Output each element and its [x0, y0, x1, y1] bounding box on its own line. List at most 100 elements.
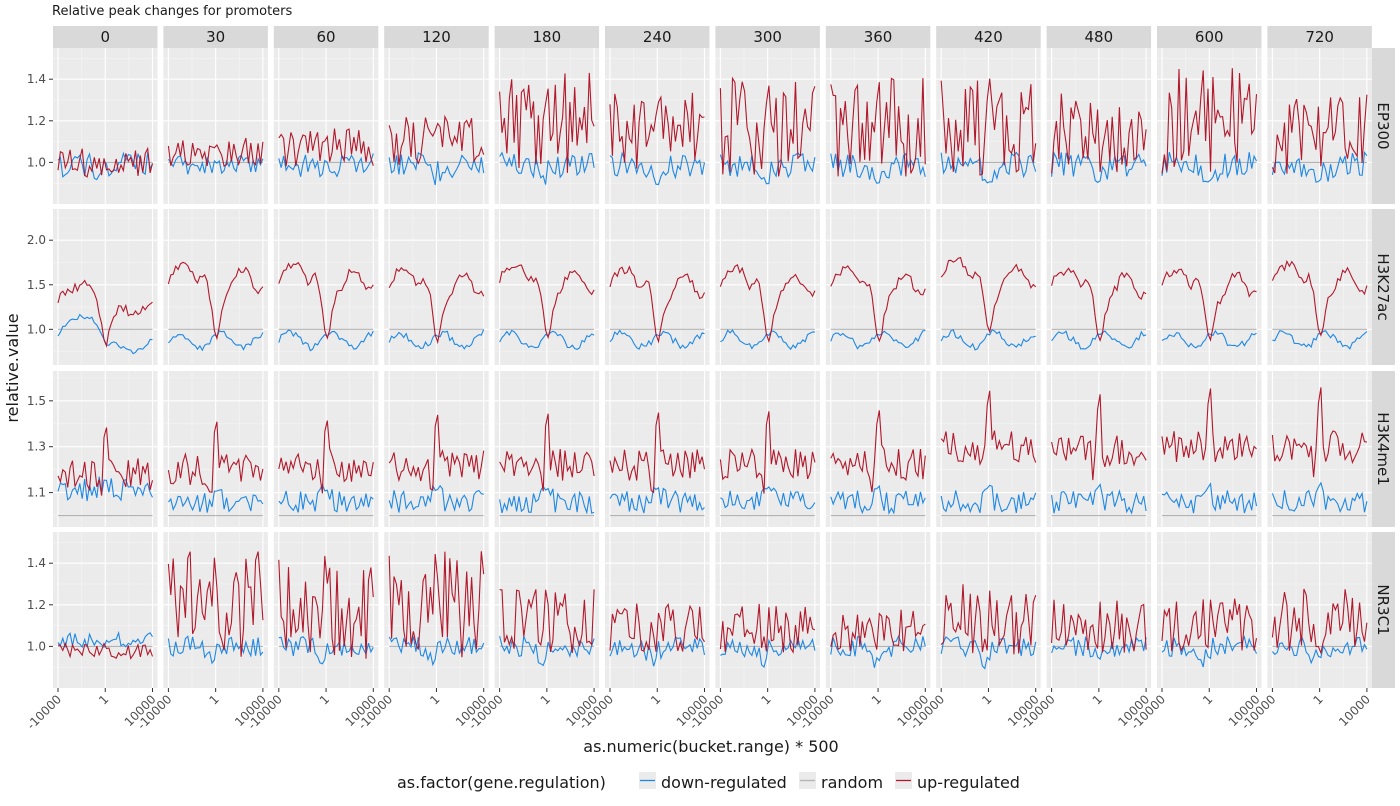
series-up-regulated [940, 584, 1037, 655]
series-down-regulated [609, 486, 705, 514]
facet-panel [273, 48, 379, 204]
facet-strip-col [1157, 26, 1262, 48]
series-up-regulated [719, 411, 816, 494]
facet-col-label: 240 [643, 28, 672, 46]
series-up-regulated [1051, 599, 1147, 653]
series-down-regulated [940, 484, 1037, 514]
series-up-regulated [1051, 267, 1147, 342]
facet-strip-col [1267, 26, 1372, 48]
facet-strip-row [1371, 532, 1395, 688]
facet-col-label: 300 [753, 28, 782, 46]
series-down-regulated [499, 151, 595, 185]
series-down-regulated [830, 152, 926, 184]
facet-panel [825, 48, 931, 204]
series-down-regulated [278, 483, 374, 513]
chart-title: Relative peak changes for promoters [52, 4, 293, 19]
facet-strip-col [53, 26, 158, 48]
facet-col-label: 60 [317, 28, 336, 46]
series-down-regulated [57, 630, 153, 649]
series-up-regulated [1051, 394, 1147, 481]
series-down-regulated [499, 635, 595, 667]
x-tick-label: 1 [538, 692, 553, 707]
series-up-regulated [1161, 68, 1258, 174]
facet-panel [1267, 532, 1372, 688]
facet-panel [1046, 532, 1152, 688]
legend-label: random [821, 773, 883, 792]
x-tick-label: 10000 [1336, 692, 1373, 729]
facet-panel [53, 371, 158, 527]
facet-panel [605, 532, 710, 688]
facet-panel [384, 532, 489, 688]
facet-panel [605, 209, 710, 365]
series-up-regulated [278, 420, 374, 494]
facet-panel [53, 532, 158, 688]
x-tick-label: 1 [869, 692, 884, 707]
series-up-regulated [167, 261, 264, 341]
facet-strip-row [1371, 48, 1395, 204]
facet-panel [1046, 371, 1152, 527]
series-up-regulated [499, 264, 595, 340]
series-up-regulated [1271, 94, 1368, 174]
series-down-regulated [1271, 151, 1368, 183]
facet-col-label: 360 [864, 28, 893, 46]
series-down-regulated [720, 637, 816, 668]
series-down-regulated [388, 329, 485, 350]
facet-strip-col [273, 26, 379, 48]
facet-panel [1267, 48, 1372, 204]
series-down-regulated [167, 154, 264, 175]
x-tick-label: 1 [1310, 692, 1325, 707]
facet-panel [936, 532, 1041, 688]
series-down-regulated [830, 484, 926, 515]
series-up-regulated [278, 128, 374, 167]
facet-col-label: 720 [1305, 28, 1334, 46]
x-tick-label: 1 [979, 692, 994, 707]
series-up-regulated [609, 92, 705, 169]
y-tick-label: 1.4 [27, 72, 46, 86]
facet-panel [715, 209, 820, 365]
series-up-regulated [940, 390, 1037, 467]
facet-panel [1157, 209, 1262, 365]
series-up-regulated [388, 414, 485, 491]
facet-panel [605, 48, 710, 204]
series-up-regulated [1161, 268, 1257, 342]
series-down-regulated [167, 488, 264, 513]
facet-col-label: 480 [1085, 28, 1114, 46]
facet-strip-col [715, 26, 820, 48]
series-down-regulated [57, 476, 153, 502]
series-up-regulated [719, 263, 816, 344]
series-up-regulated [719, 76, 816, 177]
facet-strip-col [936, 26, 1041, 48]
x-tick-label: 1 [648, 692, 663, 707]
series-up-regulated [388, 266, 485, 345]
series-up-regulated [499, 589, 595, 654]
series-down-regulated [388, 483, 484, 513]
series-up-regulated [1271, 259, 1368, 337]
x-tick-label: 1 [758, 692, 773, 707]
facet-panel [384, 48, 489, 204]
series-up-regulated [830, 609, 926, 652]
facet-col-label: 600 [1195, 28, 1224, 46]
series-up-regulated [1271, 588, 1368, 655]
series-down-regulated [940, 328, 1036, 351]
series-down-regulated [609, 329, 705, 350]
facet-panel [825, 371, 931, 527]
series-down-regulated [278, 153, 374, 178]
y-tick-label: 1.1 [27, 486, 46, 500]
series-up-regulated [499, 413, 595, 492]
facet-col-label: 420 [974, 28, 1003, 46]
facet-panel [384, 371, 489, 527]
facet-strip-col [384, 26, 489, 48]
y-tick-label: 1.2 [27, 598, 46, 612]
y-tick-label: 1.2 [27, 114, 46, 128]
facet-panel [1157, 371, 1262, 527]
series-down-regulated [278, 636, 374, 665]
y-tick-label: 2.0 [27, 233, 46, 247]
series-down-regulated [720, 329, 815, 351]
series-down-regulated [1272, 330, 1368, 350]
facet-panel [494, 209, 600, 365]
series-down-regulated [1051, 483, 1147, 515]
series-down-regulated [1271, 634, 1368, 665]
series-down-regulated [1161, 482, 1258, 514]
x-tick-label: 1 [1090, 692, 1105, 707]
facet-panel [163, 371, 268, 527]
